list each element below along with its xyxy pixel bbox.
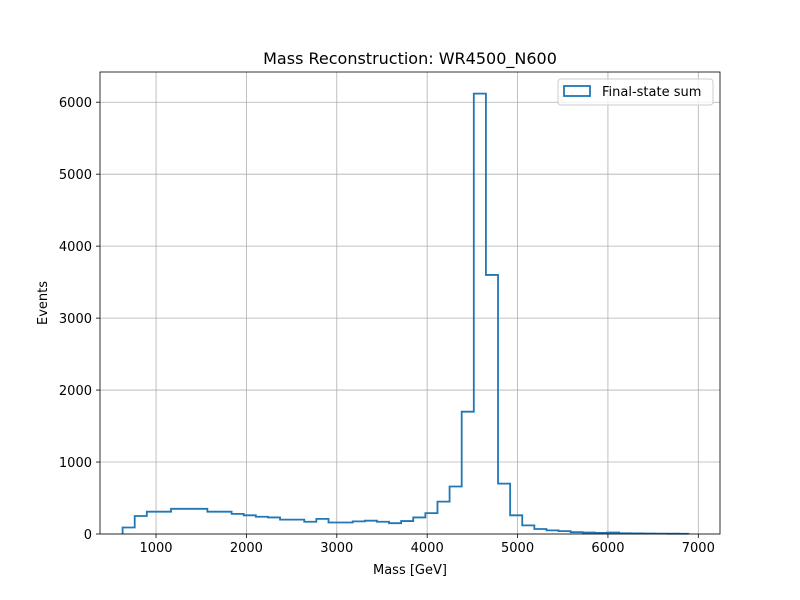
y-tick-label: 6000 [59, 96, 92, 111]
x-tick-label: 3000 [320, 541, 353, 556]
legend-swatch [563, 85, 591, 97]
x-tick-label: 5000 [501, 541, 534, 556]
y-tick-label: 4000 [59, 240, 92, 255]
x-tick-label: 1000 [139, 541, 172, 556]
x-axis-title: Mass [GeV] [373, 563, 447, 578]
y-tick-label: 2000 [59, 384, 92, 399]
x-tick-label: 7000 [682, 541, 715, 556]
x-tick-label: 2000 [230, 541, 263, 556]
y-tick-label: 3000 [59, 312, 92, 327]
chart-title: Mass Reconstruction: WR4500_N600 [263, 49, 557, 69]
y-tick-label: 5000 [59, 168, 92, 183]
histogram-series [121, 92, 690, 535]
y-tick-label: 0 [84, 528, 92, 543]
legend: Final-state sum [557, 78, 714, 106]
x-tick-label: 4000 [411, 541, 444, 556]
grid-lines [100, 72, 720, 535]
x-axis: 1000 2000 3000 4000 5000 6000 7000 [139, 534, 715, 556]
y-tick-label: 1000 [59, 456, 92, 471]
y-axis: 0 1000 2000 3000 4000 5000 6000 [59, 96, 100, 543]
plot-frame [99, 71, 721, 535]
legend-box [557, 78, 714, 106]
y-axis-title: Events [36, 281, 51, 325]
x-tick-label: 6000 [591, 541, 624, 556]
histogram-step-line [121, 92, 690, 535]
legend-label: Final-state sum [602, 85, 701, 100]
